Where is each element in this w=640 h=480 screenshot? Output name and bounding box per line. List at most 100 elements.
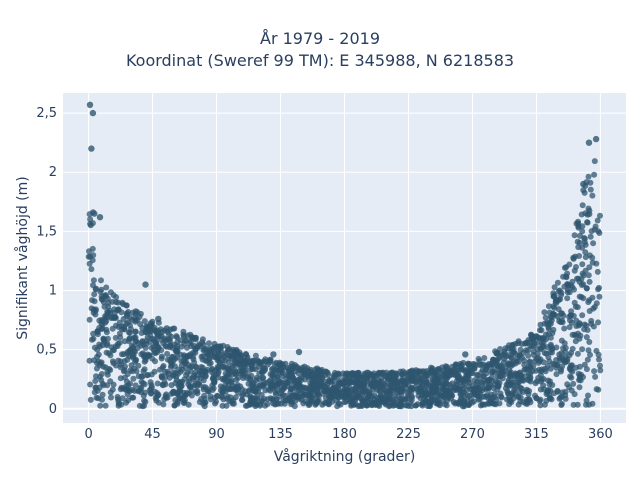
data-point	[278, 361, 284, 368]
data-point	[561, 340, 568, 347]
data-point	[221, 358, 228, 364]
data-point	[207, 347, 214, 354]
data-point	[485, 385, 492, 391]
data-point	[471, 386, 478, 393]
data-point	[103, 329, 110, 336]
x-tick-label: 0	[84, 427, 92, 442]
data-point	[586, 264, 593, 271]
data-point	[269, 396, 276, 402]
data-point	[91, 357, 97, 364]
data-point	[553, 371, 560, 378]
data-point	[576, 335, 583, 342]
data-point	[245, 373, 252, 380]
data-point	[595, 319, 602, 326]
x-tick-label: 45	[144, 427, 161, 442]
data-point	[252, 401, 259, 407]
data-point	[188, 334, 195, 340]
data-point	[224, 395, 231, 402]
data-point	[436, 366, 443, 373]
data-point	[571, 286, 577, 293]
data-point	[168, 354, 175, 360]
data-point	[461, 393, 468, 400]
data-point	[207, 393, 214, 400]
data-point	[579, 346, 586, 353]
data-point	[248, 358, 255, 365]
data-point	[214, 392, 221, 399]
data-point	[343, 398, 349, 405]
data-point	[167, 359, 174, 366]
data-point	[533, 395, 540, 402]
data-point	[571, 331, 578, 338]
data-point	[295, 348, 303, 356]
data-point	[509, 390, 516, 397]
data-point	[132, 314, 139, 321]
data-point	[580, 180, 587, 188]
data-point	[435, 375, 442, 382]
data-point	[516, 352, 523, 358]
data-point	[98, 286, 105, 293]
data-point	[571, 391, 578, 398]
data-point	[100, 363, 107, 370]
data-point	[460, 366, 467, 373]
data-point	[301, 363, 308, 370]
data-point	[583, 334, 590, 341]
data-point	[436, 400, 443, 407]
data-point	[534, 378, 540, 385]
data-point	[517, 346, 524, 353]
data-point	[556, 296, 563, 303]
data-point	[505, 352, 512, 359]
data-point	[575, 322, 582, 329]
data-point	[550, 290, 557, 297]
data-point	[344, 378, 351, 385]
data-point	[141, 318, 148, 325]
data-point	[213, 371, 220, 378]
data-point	[586, 308, 593, 314]
data-point	[121, 374, 128, 381]
data-point	[190, 356, 197, 363]
data-point	[91, 210, 98, 217]
data-point	[481, 355, 488, 361]
data-point	[584, 356, 591, 363]
data-point	[98, 320, 105, 327]
data-point	[372, 400, 379, 407]
data-point	[98, 277, 104, 284]
y-tick-label: 2,5	[36, 106, 57, 121]
data-point	[176, 380, 183, 387]
data-point	[222, 382, 229, 389]
data-point	[130, 343, 137, 350]
data-point	[597, 212, 603, 219]
data-point	[559, 363, 566, 370]
data-point	[185, 381, 192, 388]
data-point	[496, 380, 503, 386]
data-point	[88, 266, 95, 273]
data-point	[144, 372, 151, 378]
data-point	[89, 109, 97, 117]
data-point	[596, 356, 602, 363]
data-point	[88, 145, 95, 152]
data-point	[307, 366, 314, 373]
data-point	[490, 356, 496, 363]
data-point	[518, 376, 525, 383]
data-point	[585, 392, 591, 399]
data-point	[111, 309, 118, 316]
data-point	[392, 377, 399, 384]
data-point	[138, 373, 145, 380]
data-point	[423, 397, 430, 404]
data-point	[131, 387, 138, 394]
data-point	[597, 367, 604, 374]
data-point	[564, 286, 571, 293]
data-point	[102, 402, 109, 409]
data-point	[233, 376, 240, 383]
data-point	[273, 396, 280, 403]
data-point	[549, 349, 555, 356]
data-point	[146, 339, 153, 345]
data-point	[148, 390, 155, 397]
data-point	[124, 391, 131, 398]
data-point	[264, 401, 271, 408]
data-point	[550, 303, 557, 310]
data-point	[534, 350, 541, 357]
data-point	[515, 340, 522, 347]
data-point	[268, 376, 274, 383]
data-point	[590, 240, 597, 247]
data-point	[555, 306, 562, 313]
